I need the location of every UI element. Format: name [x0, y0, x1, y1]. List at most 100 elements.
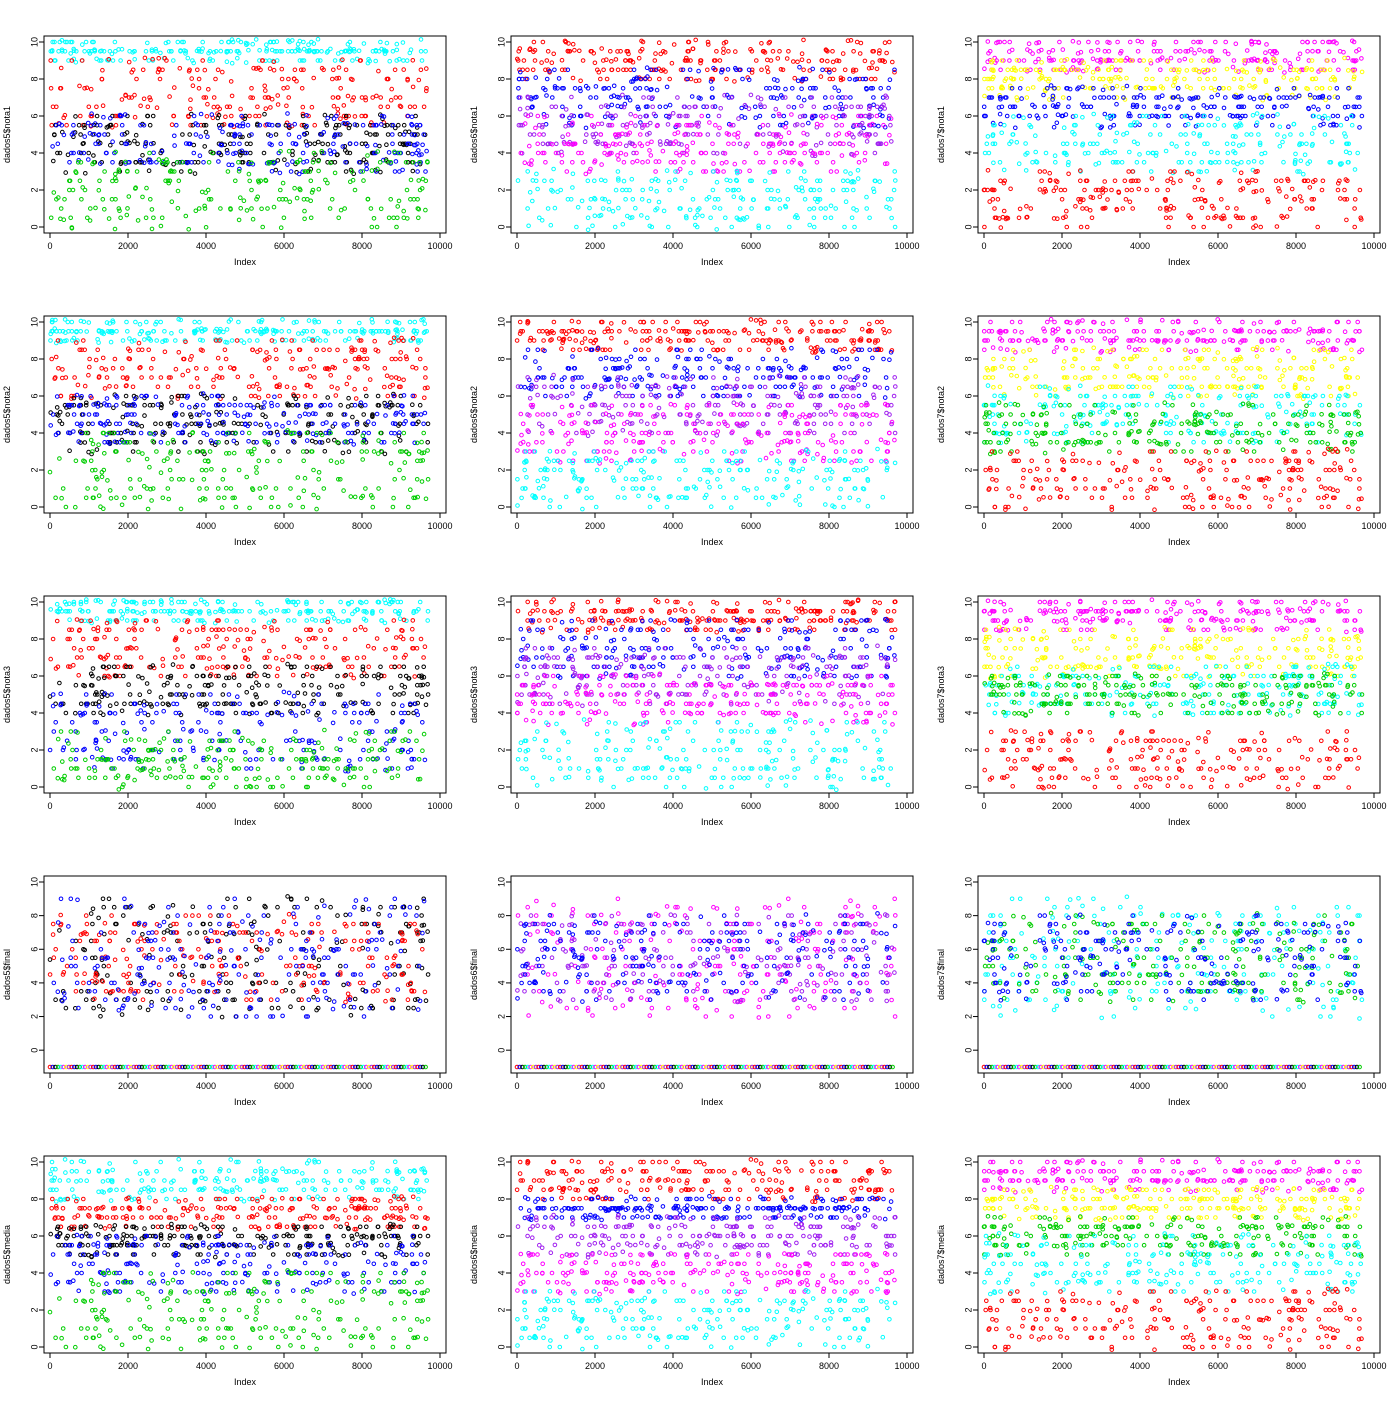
data-point: [344, 170, 348, 174]
data-point: [343, 207, 347, 211]
data-point: [1136, 39, 1140, 43]
data-point: [331, 77, 335, 81]
data-point: [568, 337, 572, 341]
data-point: [287, 421, 291, 425]
data-point: [326, 396, 330, 400]
data-point: [610, 385, 614, 389]
data-point: [737, 131, 741, 135]
y-tick-label: 4: [963, 150, 973, 155]
data-point: [611, 209, 615, 213]
data-point: [239, 403, 243, 407]
data-point: [313, 142, 317, 146]
data-point: [532, 339, 536, 343]
data-point: [310, 439, 314, 443]
data-point: [658, 77, 662, 81]
data-point: [678, 167, 682, 171]
data-point: [858, 52, 862, 56]
data-point: [657, 329, 661, 333]
data-point: [254, 38, 258, 42]
y-tick-label: 10: [29, 317, 39, 327]
data-point: [1197, 178, 1201, 182]
points-group: [516, 38, 898, 232]
data-point: [601, 207, 605, 211]
data-point: [1142, 96, 1146, 100]
data-point: [551, 96, 555, 100]
data-point: [334, 394, 338, 398]
data-point: [375, 225, 379, 229]
data-point: [1063, 188, 1067, 192]
data-point: [312, 76, 316, 80]
data-point: [398, 468, 402, 472]
data-point: [315, 507, 319, 511]
data-point: [786, 198, 790, 202]
data-point: [894, 179, 898, 183]
data-point: [859, 41, 863, 45]
data-point: [1339, 197, 1343, 201]
data-point: [691, 161, 695, 165]
data-point: [649, 336, 653, 340]
data-point: [386, 320, 390, 324]
data-point: [528, 133, 532, 137]
data-point: [155, 450, 159, 454]
data-point: [686, 149, 690, 153]
data-point: [138, 495, 142, 499]
data-point: [796, 60, 800, 64]
data-point: [249, 142, 253, 146]
data-point: [541, 40, 545, 44]
y-tick-label: 4: [29, 430, 39, 435]
points-group: [982, 39, 1364, 229]
data-point: [1008, 59, 1012, 63]
data-point: [1315, 87, 1319, 91]
data-point: [198, 154, 202, 158]
data-point: [94, 206, 98, 210]
data-point: [115, 496, 119, 500]
x-tick-label: 0: [47, 521, 52, 531]
data-point: [998, 112, 1002, 116]
data-point: [621, 223, 625, 227]
data-point: [1130, 188, 1134, 192]
data-point: [177, 351, 181, 355]
data-point: [310, 105, 314, 109]
data-point: [835, 170, 839, 174]
data-point: [302, 40, 306, 44]
data-point: [280, 330, 284, 334]
data-point: [294, 421, 298, 425]
data-point: [658, 105, 662, 109]
data-point: [1285, 215, 1289, 219]
data-point: [576, 206, 580, 210]
data-point: [1220, 198, 1224, 202]
data-point: [1144, 87, 1148, 91]
data-point: [717, 114, 721, 118]
data-point: [353, 495, 357, 499]
data-point: [335, 461, 339, 465]
data-point: [266, 459, 270, 463]
data-point: [806, 133, 810, 137]
y-axis-label: dados6$nota1: [469, 106, 479, 163]
data-point: [396, 332, 400, 336]
data-point: [54, 496, 58, 500]
data-point: [121, 376, 125, 380]
data-point: [605, 77, 609, 81]
data-point: [600, 163, 604, 167]
data-point: [401, 328, 405, 332]
data-point: [278, 459, 282, 463]
data-point: [638, 115, 642, 119]
data-point: [1020, 97, 1024, 101]
data-point: [528, 191, 532, 195]
data-point: [1224, 96, 1228, 100]
data-point: [259, 496, 263, 500]
data-point: [128, 337, 132, 341]
data-point: [1015, 141, 1019, 145]
data-point: [1172, 207, 1176, 211]
data-point: [344, 68, 348, 72]
data-point: [706, 133, 710, 137]
data-point: [364, 487, 368, 491]
data-point: [1164, 216, 1168, 220]
data-point: [616, 170, 620, 174]
data-point: [342, 104, 346, 108]
data-point: [175, 123, 179, 127]
data-point: [425, 149, 429, 153]
data-point: [610, 322, 614, 326]
data-point: [1049, 84, 1053, 88]
